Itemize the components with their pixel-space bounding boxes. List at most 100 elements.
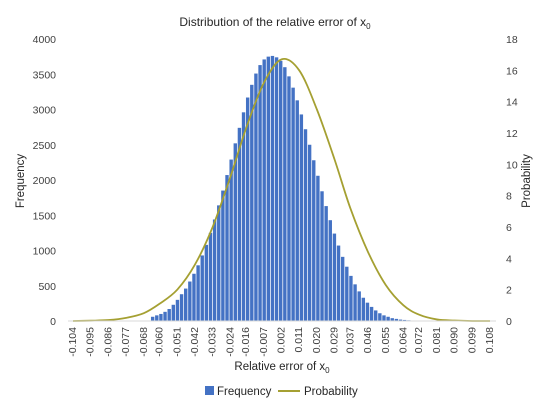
x-tick-label: -0.024 [224, 327, 236, 357]
frequency-bar [192, 273, 196, 321]
frequency-bar [279, 60, 283, 322]
x-tick-label: 0.064 [397, 327, 409, 353]
y-axis-title: Frequency [15, 154, 27, 209]
x-tick-label: -0.060 [154, 327, 166, 357]
x-tick-label: 0.037 [344, 327, 356, 353]
frequency-bar [179, 294, 184, 321]
frequency-bar [349, 275, 353, 321]
x-tick-label: 0.029 [329, 327, 341, 353]
frequency-bar [394, 318, 399, 321]
legend-frequency-swatch [205, 386, 214, 395]
y-tick-labels: 0 500 1000 1500 2000 2500 3000 3500 4000 [33, 34, 57, 328]
frequency-bar [204, 244, 209, 321]
x-tick-label: 0.002 [276, 327, 288, 353]
x-tick-label: 0.011 [293, 327, 305, 353]
frequency-bar [390, 318, 394, 321]
y2-tick-label: 10 [506, 159, 518, 171]
frequency-bar [357, 291, 361, 321]
frequency-bar [374, 310, 378, 321]
x-tick-label: -0.077 [120, 327, 132, 357]
frequency-bar [175, 299, 180, 321]
frequency-bar [159, 313, 163, 321]
x-tick-label: 0.046 [362, 327, 374, 353]
y-tick-label: 1500 [33, 210, 57, 222]
frequency-bar [155, 315, 159, 321]
frequency-bar [307, 144, 312, 321]
y2-tick-label: 14 [506, 97, 518, 109]
x-tick-label: -0.042 [189, 327, 201, 357]
legend-frequency-label: Frequency [217, 386, 272, 398]
y-tick-label: 3000 [33, 105, 57, 117]
frequency-bar [386, 316, 390, 321]
frequency-bar [188, 281, 192, 321]
frequency-bar [369, 306, 374, 321]
line-layer [72, 57, 490, 322]
frequency-bar [320, 191, 324, 321]
chart-title: Distribution of the relative error of x0 [179, 15, 371, 31]
frequency-bar [316, 175, 320, 321]
x-tick-label: 0.099 [466, 327, 478, 353]
frequency-bar [274, 57, 279, 321]
x-tick-label: -0.068 [138, 327, 150, 357]
frequency-bar [312, 160, 316, 321]
frequency-bar [212, 219, 217, 321]
frequency-bar [196, 265, 200, 321]
y-tick-label: 500 [38, 281, 56, 293]
frequency-bar [167, 309, 171, 321]
y2-tick-label: 18 [506, 34, 518, 46]
x-tick-label: -0.007 [258, 327, 270, 357]
x-tick-label: -0.033 [207, 327, 219, 357]
y-tick-label: 2000 [33, 175, 57, 187]
x-tick-label: -0.016 [240, 327, 252, 357]
x-tick-label: 0.090 [449, 327, 461, 353]
probability-line [72, 57, 490, 322]
frequency-bar [365, 302, 370, 321]
frequency-bar [340, 256, 345, 321]
x-tick-label: -0.104 [67, 327, 79, 357]
frequency-bar [332, 233, 337, 321]
frequency-bar [245, 97, 250, 322]
frequency-bar [361, 297, 366, 321]
frequency-bar [262, 59, 266, 321]
x-tick-label: -0.095 [85, 327, 97, 357]
frequency-bar [217, 205, 221, 321]
frequency-bar [266, 56, 271, 322]
frequency-bar [241, 112, 246, 321]
y2-tick-labels: 0 2 4 6 8 10 12 14 16 18 [506, 34, 518, 328]
frequency-bar [208, 232, 213, 322]
frequency-bar [324, 206, 328, 321]
frequency-bar [283, 67, 287, 321]
y2-tick-label: 4 [506, 253, 512, 265]
y-tick-label: 4000 [33, 34, 57, 46]
y-tick-label: 1000 [33, 246, 57, 258]
y2-tick-label: 12 [506, 128, 518, 140]
legend-probability-label: Probability [304, 386, 358, 398]
y2-tick-label: 2 [506, 285, 512, 297]
y-tick-label: 0 [50, 316, 56, 328]
frequency-bar [200, 255, 204, 321]
frequency-bar [221, 190, 225, 321]
x-tick-label: -0.086 [102, 327, 114, 357]
y2-tick-label: 8 [506, 191, 512, 203]
frequency-bar [287, 76, 291, 321]
frequency-bar [398, 319, 403, 321]
y2-tick-label: 16 [506, 65, 518, 77]
frequency-bar [233, 143, 237, 321]
frequency-bar [229, 159, 233, 321]
y2-tick-label: 0 [506, 316, 512, 328]
frequency-bar [171, 304, 176, 321]
x-tick-label: 0.081 [431, 327, 443, 353]
x-tick-label: 0.072 [413, 327, 425, 353]
frequency-bar [291, 87, 295, 322]
frequency-bar [295, 100, 299, 321]
x-tick-label: 0.020 [311, 327, 323, 353]
frequency-bar [328, 220, 332, 321]
y2-tick-label: 6 [506, 222, 512, 234]
frequency-bar [345, 266, 349, 321]
frequency-bar [184, 288, 188, 321]
frequency-bar [163, 311, 167, 321]
bars-layer [150, 55, 411, 322]
frequency-bar [150, 316, 155, 321]
